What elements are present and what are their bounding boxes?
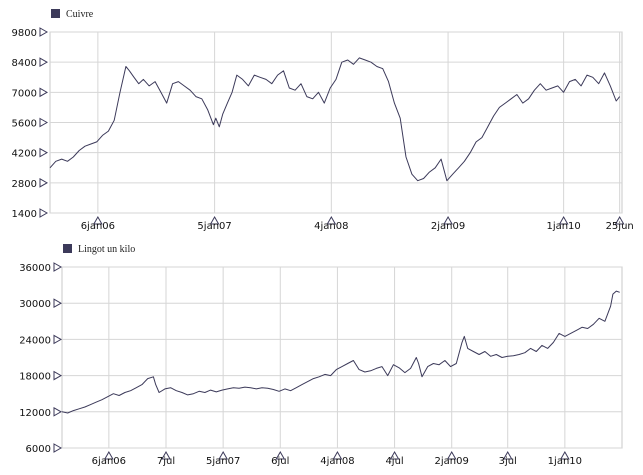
x-tick-label: 5jan07 [197,221,231,232]
y-axis: 36000 30000 24000 18000 12000 6000 [19,262,63,455]
y-tick-label: 24000 [19,335,51,346]
x-tick-label: 2jan09 [431,221,465,232]
x-tick-marker [326,215,337,225]
x-tick-marker [389,450,400,460]
x-tick-label: 6jul [271,456,289,467]
x-tick-marker [332,450,343,460]
y-tick-marker [39,27,49,37]
series-line-lingot [61,290,620,414]
x-tick-label: 3jul [499,456,517,467]
x-tick-label: 6jan06 [81,221,115,232]
x-tick-marker [558,215,569,225]
legend-swatch-lingot [63,244,72,253]
y-tick-marker [53,334,63,345]
y-tick-label: 6000 [26,444,51,455]
legend-label-cuivre: Cuivre [66,9,94,20]
y-tick-marker [53,406,63,417]
x-tick-label: 4jul [385,456,403,467]
grid [49,31,623,214]
x-tick-label: 25jun [606,221,634,232]
x-tick-marker [161,450,171,460]
y-tick-marker [39,177,49,188]
y-tick-marker [39,147,49,158]
x-tick-label: 1jan10 [548,456,582,467]
x-tick-label: 6jan06 [92,456,126,467]
y-tick-label: 2800 [12,179,37,190]
x-tick-marker [559,450,570,460]
y-tick-label: 4200 [12,149,37,160]
x-tick-marker [614,215,625,225]
x-tick-label: 1jan10 [546,221,580,232]
y-tick-marker [39,87,49,98]
y-tick-label: 36000 [19,263,51,274]
x-tick-marker [218,450,229,460]
series-line-cuivre [49,57,621,182]
chart-panel-lingot: Lingot un kilo 36000 30000 24000 18000 12000… [19,244,623,467]
x-tick-marker [502,450,513,460]
x-tick-label: 5jan07 [206,456,240,467]
x-tick-label: 2jan09 [435,456,469,467]
y-tick-marker [53,443,63,453]
y-tick-marker [53,370,63,381]
y-tick-label: 5600 [12,119,37,130]
x-axis: 6jan06 5jan07 4jan08 2jan09 1jan10 25jun [81,215,634,232]
x-tick-marker [446,450,457,460]
y-tick-label: 12000 [19,408,51,419]
y-tick-marker [53,298,63,309]
x-tick-marker [92,215,103,225]
y-tick-marker [39,57,49,68]
y-tick-marker [53,262,63,272]
y-tick-marker [39,208,49,218]
y-tick-label: 9800 [12,28,37,39]
legend-swatch-cuivre [51,9,60,18]
y-tick-marker [39,117,49,128]
y-tick-label: 18000 [19,372,51,383]
x-tick-label: 4jan08 [314,221,348,232]
y-tick-label: 30000 [19,299,51,310]
x-tick-marker [103,450,114,460]
x-tick-marker [275,450,286,460]
y-tick-label: 8400 [12,58,37,69]
grid [61,266,623,449]
chart-panel-cuivre: Cuivre 9800 8400 7000 5600 4200 2800 1400 6jan… [12,9,634,232]
y-tick-label: 7000 [12,88,37,99]
x-axis: 6jan06 7jul 5jan07 6jul 4jan08 4jul 2jan09 3jul… [92,450,582,467]
x-tick-marker [443,215,453,225]
y-tick-label: 1400 [12,209,37,220]
legend-label-lingot: Lingot un kilo [78,244,135,255]
x-tick-label: 4jan08 [320,456,354,467]
y-axis: 9800 8400 7000 5600 4200 2800 1400 [12,27,49,220]
plot-frame [61,266,623,449]
x-tick-label: 7jul [157,456,175,467]
x-tick-marker [209,215,220,225]
